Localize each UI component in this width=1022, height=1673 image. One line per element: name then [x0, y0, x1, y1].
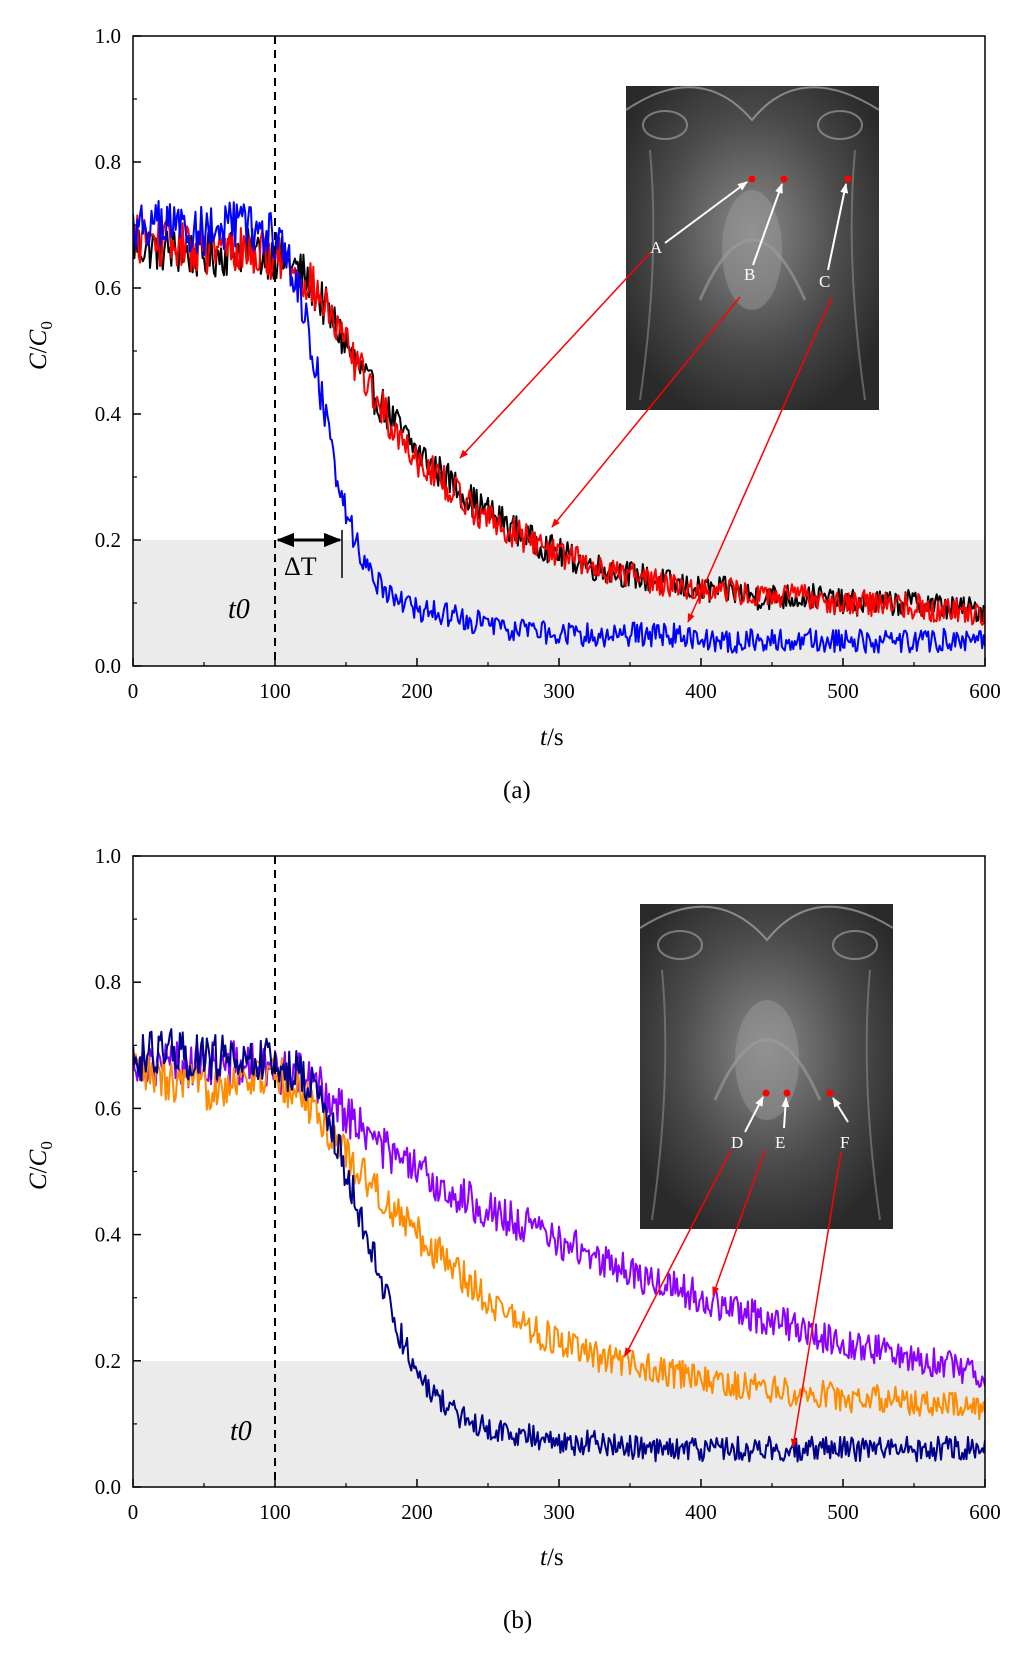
- inset-label-a: A: [650, 238, 663, 257]
- y-tick-label-b: 0.8: [95, 970, 121, 994]
- inset-image-b: D E F: [639, 904, 894, 1229]
- x-tick-label-b: 200: [401, 1500, 433, 1524]
- y-tick-label-a: 1.0: [95, 24, 121, 48]
- inset-label-b: B: [744, 265, 755, 284]
- x-tick-label-a: 400: [685, 679, 717, 703]
- t0-label-b: t0: [230, 1416, 252, 1447]
- red-arrow-a: [459, 252, 651, 459]
- probe-point-e: [783, 1089, 791, 1097]
- t0-label-a: t0: [228, 594, 250, 625]
- x-tick-label-b: 400: [685, 1500, 717, 1524]
- probe-point-d: [762, 1089, 770, 1097]
- x-tick-label-b: 0: [128, 1500, 139, 1524]
- x-tick-label-a: 100: [259, 679, 291, 703]
- inset-label-e: E: [775, 1133, 785, 1152]
- y-tick-label-b: 0.2: [95, 1349, 121, 1373]
- threshold-band-b: [133, 1361, 985, 1487]
- y-tick-label-b: 0.0: [95, 1475, 121, 1499]
- probe-point-b: [780, 175, 788, 183]
- panel-b: 0 100 200 300 400 500 600 0.0 0.2 0.4 0.6 0.8 1.0 t0…: [25, 844, 1001, 1634]
- x-axis-title-a: t/s: [540, 724, 564, 751]
- x-tick-label-a: 500: [827, 679, 859, 703]
- x-tick-label-a: 0: [128, 679, 139, 703]
- delta-t-label: ΔT: [284, 552, 317, 581]
- y-axis-title-a: C/C0: [25, 321, 56, 370]
- y-tick-label-a: 0.2: [95, 528, 121, 552]
- x-tick-label-b: 600: [969, 1500, 1001, 1524]
- ticks-a: 0 100 200 300 400 500 600 0.0 0.2 0.4 0.6 0.8 1.0: [95, 24, 1001, 703]
- y-tick-label-a: 0.6: [95, 276, 121, 300]
- red-arrow-d: [624, 1149, 732, 1357]
- y-tick-label-a: 0.4: [95, 402, 122, 426]
- x-tick-label-b: 500: [827, 1500, 859, 1524]
- red-arrow-b: [551, 296, 741, 528]
- inset-image-a: A B C: [625, 86, 880, 410]
- panel-label-b: (b): [503, 1607, 532, 1634]
- x-tick-label-a: 600: [969, 679, 1001, 703]
- x-axis-title-b: t/s: [540, 1544, 564, 1571]
- panel-a: 0 100 200 300 400 500 600 0.0 0.2 0.4 0.6 0.8 1.0 ΔT…: [25, 24, 1001, 804]
- series-line-a-3: [133, 200, 985, 654]
- y-axis-title-b: C/C0: [25, 1141, 56, 1190]
- x-tick-label-b: 300: [543, 1500, 575, 1524]
- red-arrow-f: [790, 1151, 842, 1448]
- probe-point-f: [826, 1089, 834, 1097]
- series-line-b-1: [133, 1040, 985, 1388]
- red-arrow-e: [712, 1149, 766, 1296]
- probe-point-c: [844, 175, 852, 183]
- x-tick-label-a: 200: [401, 679, 433, 703]
- x-tick-label-a: 300: [543, 679, 575, 703]
- y-tick-label-b: 0.6: [95, 1096, 121, 1120]
- y-tick-label-b: 1.0: [95, 844, 121, 868]
- ticks-b: 0 100 200 300 400 500 600 0.0 0.2 0.4 0.6 0.8 1.0: [95, 844, 1001, 1524]
- panel-label-a: (a): [503, 777, 531, 804]
- probe-point-a: [748, 175, 756, 183]
- x-tick-label-b: 100: [259, 1500, 291, 1524]
- inset-label-f: F: [840, 1133, 849, 1152]
- inset-label-c: C: [819, 272, 830, 291]
- inset-label-d: D: [731, 1133, 743, 1152]
- series-line-a-1: [133, 227, 985, 623]
- y-tick-label-a: 0.0: [95, 654, 121, 678]
- red-arrow-c: [687, 296, 833, 623]
- y-tick-label-b: 0.4: [95, 1223, 122, 1247]
- y-tick-label-a: 0.8: [95, 150, 121, 174]
